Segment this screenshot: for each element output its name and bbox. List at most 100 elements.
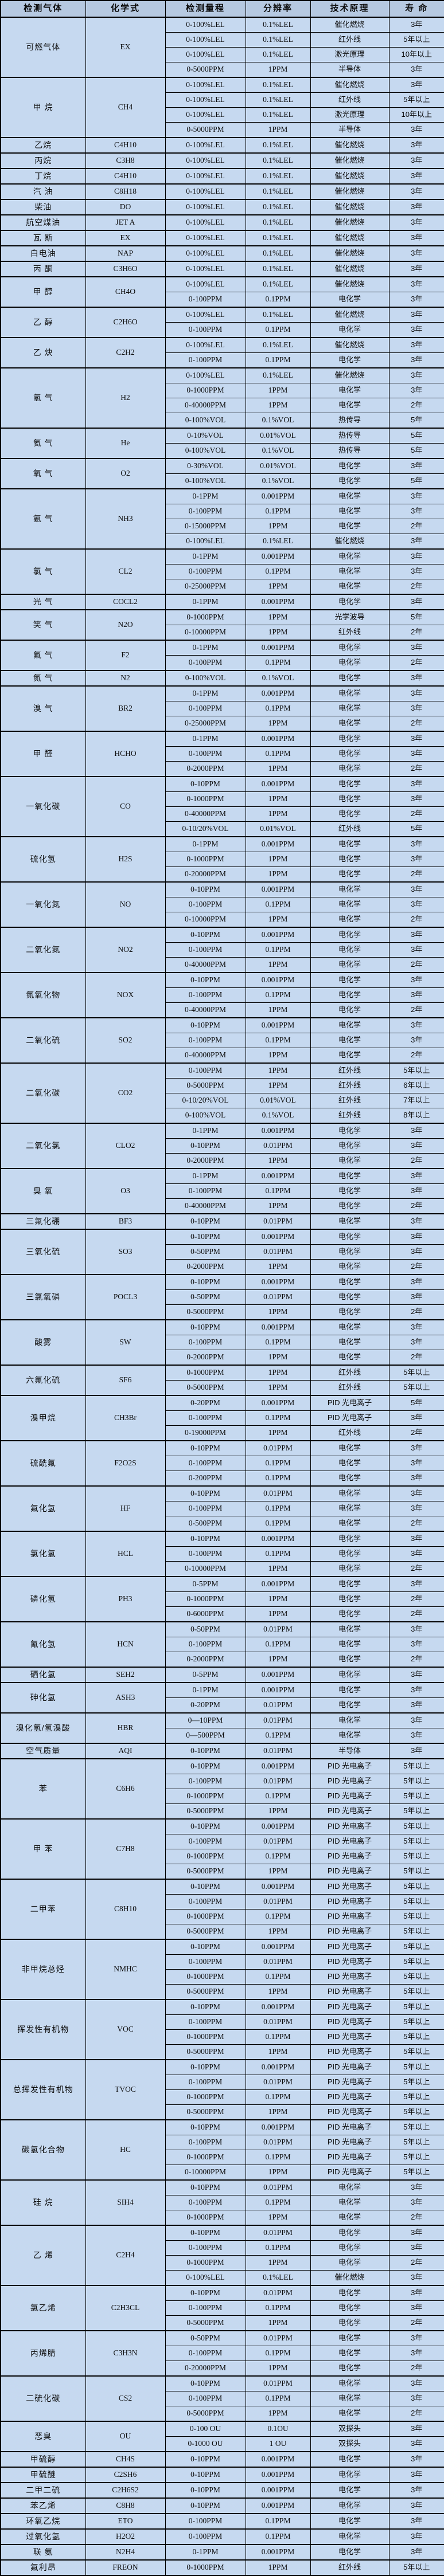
principle-cell: PID 光电离子 — [310, 1410, 390, 1426]
range-cell: 0-100%LEL — [165, 17, 246, 33]
table-row: 恶臭 OU 0-100 OU 0.1OU 双探头 3年 — [0, 2421, 444, 2452]
resolution-cell: 1PPM — [245, 579, 311, 595]
resolution-cell: 0.1PPM — [245, 1969, 311, 1985]
formula-cell: C2H6S2 — [85, 2482, 166, 2499]
gas-name-cell: 臭 氧 — [0, 1168, 86, 1214]
lifespan-cell: 5年以上 — [388, 2075, 444, 2090]
range-cell: 0-40000PPM — [165, 806, 246, 822]
resolution-cell: 0.001PPM — [245, 1576, 311, 1592]
lifespan-cell: 7年以上 — [388, 1093, 444, 1108]
range-cell: 0-100PPM — [165, 1410, 246, 1426]
principle-cell: 电化学 — [310, 1259, 390, 1275]
formula-cell: C2H4 — [85, 2225, 166, 2286]
resolution-cell: 0.001PPM — [245, 2482, 311, 2499]
range-cell: 0-1000PPM — [165, 1591, 246, 1607]
principle-cell: 电化学 — [310, 701, 390, 716]
resolution-cell: 0.1%LEL — [245, 276, 311, 292]
range-cell: 0-1000PPM — [165, 852, 246, 867]
range-cell: 0-1000PPM — [165, 2089, 246, 2105]
range-cell: 0-2000PPM — [165, 1153, 246, 1169]
principle-cell: 电化学 — [310, 1198, 390, 1214]
table-row: 一氧化氮 NO 0-10PPM 0.001PPM 电化学 3年 — [0, 881, 444, 928]
range-cell: 0-1000PPM — [165, 1789, 246, 1804]
table-row: 氢 气 H2 0-100%LEL 0.1%LEL 催化燃烧 3年 — [0, 367, 444, 429]
lifespan-cell: 5年 — [388, 428, 444, 444]
principle-cell: 电化学 — [310, 2330, 390, 2346]
principle-cell: 电化学 — [310, 1501, 390, 1516]
range-cell: 0-25000PPM — [165, 716, 246, 732]
table-row: 0-100PPM 0.1PPM 电化学 3年 — [1, 1637, 444, 1652]
resolution-cell: 0.1PPM — [245, 322, 311, 338]
table-row: 0-100PPM 0.01PPM PID 光电离子 5年以上 — [1, 1894, 444, 1910]
principle-cell: PID 光电离子 — [310, 1818, 390, 1834]
table-row: 氟化氢 HF 0-10PPM 0.01PPM 电化学 3年 — [0, 1485, 444, 1532]
lifespan-cell: 5年以上 — [388, 32, 444, 48]
gas-name-cell: 乙 炔 — [0, 337, 86, 368]
principle-cell: PID 光电离子 — [310, 1834, 390, 1849]
range-cell: 0-100PPM — [165, 2135, 246, 2150]
lifespan-cell: 5年以上 — [388, 1909, 444, 1924]
range-cell: 0-5PPM — [165, 1667, 246, 1683]
table-row: 0-100PPM 0.1PPM 电化学 3年 — [1, 352, 444, 368]
gas-name-cell: 氯乙烯 — [0, 2285, 86, 2331]
resolution-cell: 0.1PPM — [245, 1335, 311, 1350]
gas-name-cell: 二氧化氮 — [0, 927, 86, 973]
gas-name-cell: 瓦 斯 — [0, 230, 86, 246]
lifespan-cell: 5年以上 — [388, 1924, 444, 1940]
principle-cell: PID 光电离子 — [310, 1803, 390, 1820]
principle-cell: 电化学 — [310, 1667, 390, 1683]
table-row: 0-20000PPM 1PPM 电化学 2年 — [1, 2361, 444, 2377]
resolution-cell: 1PPM — [245, 1561, 311, 1577]
table-row: 0-40000PPM 1PPM 电化学 2年 — [1, 1048, 444, 1064]
formula-cell: C8H10 — [85, 1879, 166, 1940]
resolution-cell: 0.001PPM — [245, 1229, 311, 1245]
table-row: 溴 气 BR2 0-1PPM 0.001PPM 电化学 3年 — [0, 685, 444, 732]
range-cell: 0-10PPM — [165, 927, 246, 943]
principle-cell: 催化燃烧 — [310, 2270, 390, 2286]
formula-cell: OU — [85, 2421, 166, 2452]
resolution-cell: 0.001PPM — [245, 776, 311, 792]
formula-cell: SF6 — [85, 1365, 166, 1396]
resolution-cell: 0.1%LEL — [245, 337, 311, 353]
formula-cell: DO — [85, 199, 166, 215]
resolution-cell: 0.001PPM — [245, 1939, 311, 1955]
gas-name-cell: 氟化氢 — [0, 1485, 86, 1532]
principle-cell: 电化学 — [310, 2467, 390, 2483]
table-row: 氨 气 NH3 0-1PPM 0.001PPM 电化学 3年 — [0, 488, 444, 550]
range-cell: 0-10PPM — [165, 1743, 246, 1759]
formula-cell: C8H8 — [85, 2497, 166, 2514]
range-cell: 0-15000PPM — [165, 519, 246, 534]
principle-cell: 电化学 — [310, 1335, 390, 1350]
lifespan-cell: 3年 — [388, 701, 444, 716]
lifespan-cell: 3年 — [388, 322, 444, 338]
resolution-cell: 0.1PPM — [245, 1728, 311, 1744]
range-cell: 0-10PPM — [165, 1017, 246, 1033]
principle-cell: 催化燃烧 — [310, 230, 390, 246]
resolution-cell: 0.01PPM — [245, 1743, 311, 1759]
lifespan-cell: 5年以上 — [388, 1864, 444, 1880]
principle-cell: PID 光电离子 — [310, 1939, 390, 1955]
range-cell: 0-5000PPM — [165, 1924, 246, 1940]
lifespan-cell: 3年 — [388, 488, 444, 504]
gas-name-cell: 联 氨 — [0, 2544, 86, 2561]
principle-cell: 电化学 — [310, 2406, 390, 2422]
gas-name-cell: 苯 — [0, 1758, 86, 1820]
resolution-cell: 0.01PPM — [245, 2014, 311, 2030]
lifespan-cell: 3年 — [388, 594, 444, 610]
resolution-cell: 0.001PPM — [245, 1879, 311, 1895]
lifespan-cell: 3年 — [388, 1410, 444, 1426]
resolution-cell: 0.1%LEL — [245, 107, 311, 123]
resolution-cell: 0.1PPM — [245, 2240, 311, 2256]
lifespan-cell: 3年 — [388, 383, 444, 398]
range-cell: 0-5000PPM — [165, 2044, 246, 2060]
resolution-cell: 1PPM — [245, 1078, 311, 1093]
range-cell: 0-10PPM — [165, 1138, 246, 1154]
gas-name-cell: 三氯氧磷 — [0, 1274, 86, 1320]
table-row: 0-100PPM 0.1PPM 电化学 3年 — [1, 2346, 444, 2361]
table-row: 臭 氧 O3 0-1PPM 0.001PPM 电化学 3年 — [0, 1168, 444, 1214]
lifespan-cell: 3年 — [388, 2421, 444, 2437]
resolution-cell: 0.001PPM — [245, 927, 311, 943]
principle-cell: 电化学 — [310, 1728, 390, 1744]
table-row: 氧 气 O2 0-30%VOL 0.01%VOL 电化学 3年 — [0, 458, 444, 489]
principle-cell: 电化学 — [310, 1017, 390, 1033]
